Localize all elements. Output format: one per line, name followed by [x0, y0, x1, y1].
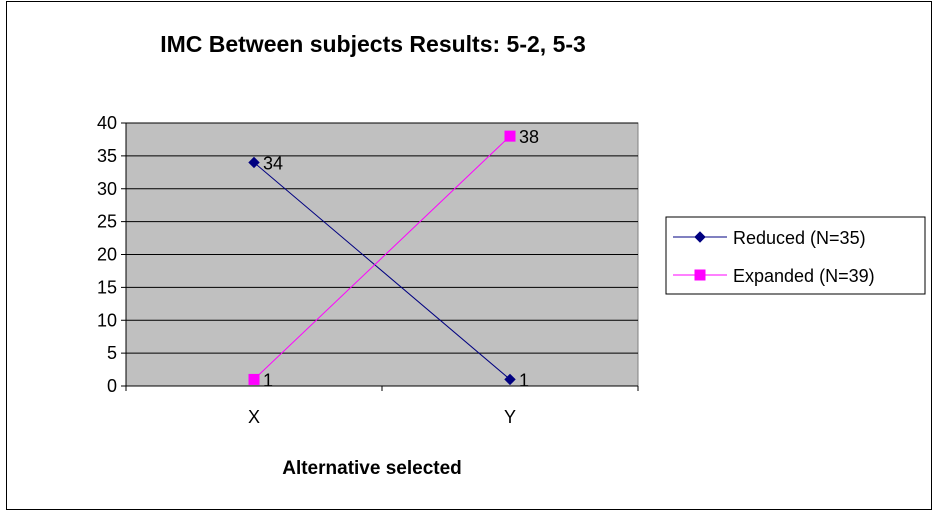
legend: Reduced (N=35) Expanded (N=39): [665, 216, 926, 295]
y-tick-label: 35: [97, 146, 117, 166]
axes: [121, 122, 639, 391]
data-label: 1: [263, 370, 273, 390]
square-marker: [504, 130, 516, 142]
y-tick-label: 25: [97, 212, 117, 232]
legend-label: Expanded (N=39): [733, 266, 875, 286]
y-tick-label: 5: [107, 343, 117, 363]
series-line: [253, 162, 511, 380]
x-tick-label: Y: [504, 407, 516, 427]
data-label: 1: [519, 370, 529, 390]
square-marker: [694, 269, 706, 281]
data-label: 38: [519, 127, 539, 147]
gridlines: [126, 122, 638, 354]
legend-label: Reduced (N=35): [733, 228, 866, 248]
legend-entries: Reduced (N=35) Expanded (N=39): [673, 228, 875, 286]
x-axis-title: Alternative selected: [282, 458, 462, 479]
y-tick-label: 10: [97, 310, 117, 330]
chart-title: IMC Between subjects Results: 5-2, 5-3: [160, 31, 586, 57]
data-label: 34: [263, 153, 283, 173]
square-marker: [248, 373, 260, 385]
y-tick-label: 20: [97, 245, 117, 265]
y-tick-label: 0: [107, 376, 117, 396]
y-tick-label: 40: [97, 113, 117, 133]
y-tick-label: 30: [97, 179, 117, 199]
diamond-marker: [248, 156, 260, 169]
diamond-marker: [504, 373, 516, 386]
diamond-marker: [694, 231, 706, 243]
series-layer: [248, 130, 516, 386]
series-line: [253, 135, 511, 380]
y-tick-label: 15: [97, 277, 117, 297]
y-axis-tick-labels: 0 5 10 15 20 25 30 35 40: [97, 113, 117, 396]
x-tick-label: X: [248, 407, 260, 427]
data-labels: 34 1 1 38: [263, 127, 539, 390]
legend-box: [665, 216, 926, 295]
